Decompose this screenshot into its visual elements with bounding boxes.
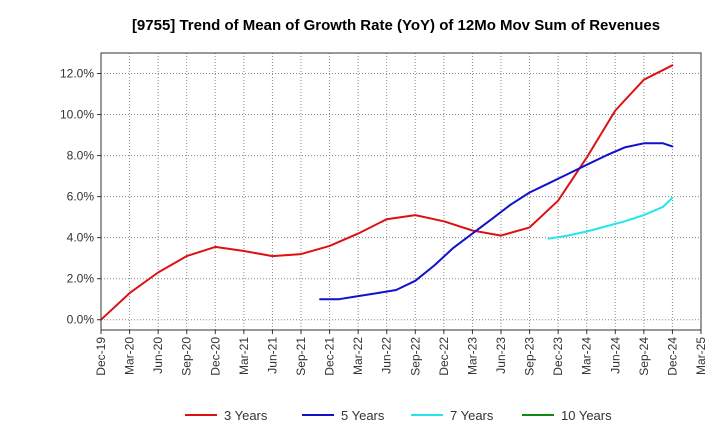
legend: 3 Years 5 Years 7 Years 10 Years: [185, 408, 612, 423]
series-line-7-years: [547, 196, 674, 240]
y-tick-label: 10.0%: [60, 108, 94, 122]
x-tick-label: Dec-21: [323, 337, 337, 376]
x-tick-label: Sep-24: [637, 337, 651, 376]
x-tick-label: Sep-22: [408, 337, 422, 376]
x-tick-label: Jun-22: [380, 337, 394, 374]
x-tick-label: Mar-20: [123, 337, 137, 375]
y-tick-label: 12.0%: [60, 67, 94, 81]
y-tick-label: 6.0%: [67, 190, 95, 204]
x-tick-label: Mar-25: [694, 337, 708, 375]
x-tick-label: Sep-23: [523, 337, 537, 376]
series-line-5-years: [319, 142, 674, 301]
y-tick-label: 4.0%: [67, 231, 95, 245]
legend-label: 10 Years: [561, 408, 612, 423]
y-tick-label: 2.0%: [67, 272, 95, 286]
x-tick-label: Jun-20: [151, 337, 165, 374]
y-tick-label: 8.0%: [67, 149, 95, 163]
x-tick-label: Sep-20: [180, 337, 194, 376]
plot-area: [101, 53, 701, 330]
x-tick-label: Dec-20: [208, 337, 222, 376]
x-tick-label: Dec-19: [94, 337, 108, 376]
x-tick-label: Dec-24: [665, 337, 679, 376]
x-tick-label: Mar-22: [351, 337, 365, 375]
x-tick-label: Dec-22: [437, 337, 451, 376]
legend-label: 7 Years: [450, 408, 494, 423]
x-tick-label: Mar-21: [237, 337, 251, 375]
x-tick-label: Dec-23: [551, 337, 565, 376]
chart-title: [9755] Trend of Mean of Growth Rate (YoY…: [132, 17, 660, 34]
x-tick-label: Mar-24: [580, 337, 594, 375]
plot-frame: [100, 52, 702, 331]
x-tick-label: Jun-24: [608, 337, 622, 374]
y-tick-label: 0.0%: [67, 313, 95, 327]
x-tick-label: Sep-21: [294, 337, 308, 376]
x-tick-label: Jun-23: [494, 337, 508, 374]
x-tick-label: Jun-21: [265, 337, 279, 374]
series-line-3-years: [100, 64, 674, 321]
legend-label: 5 Years: [341, 408, 385, 423]
series-group: [100, 64, 674, 321]
legend-label: 3 Years: [224, 408, 268, 423]
x-axis: Dec-19 Mar-20 Jun-20 Sep-20 Dec-20 Mar-21 Jun-…: [94, 330, 708, 376]
y-axis: 0.0% 2.0% 4.0% 6.0% 8.0% 10.0% 12.0%: [60, 67, 101, 327]
x-tick-label: Mar-23: [465, 337, 479, 375]
